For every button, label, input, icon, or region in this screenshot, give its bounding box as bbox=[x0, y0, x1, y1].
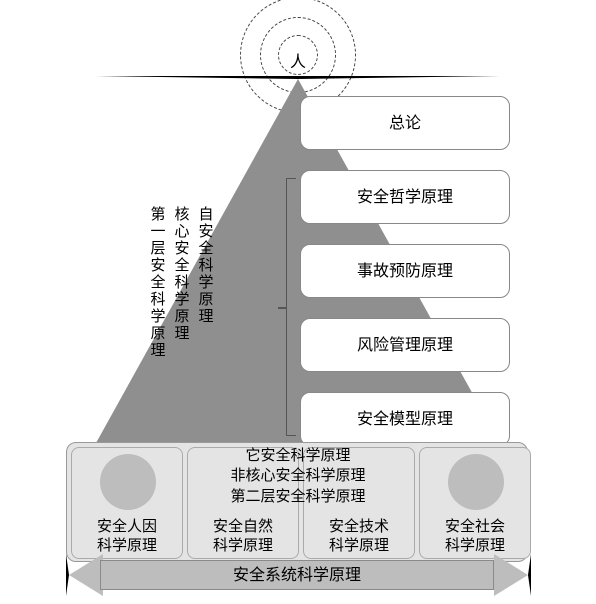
box-general: 总论 bbox=[300, 96, 510, 150]
bottom-panel: 安全人因 科学原理 安全自然 科学原理 安全技术 科学原理 安全社会 科学原理 bbox=[66, 442, 528, 562]
cell-line1: 安全社会 bbox=[445, 519, 505, 535]
arrow-head-left bbox=[66, 554, 103, 596]
arrow-label: 安全系统科学原理 bbox=[233, 567, 361, 584]
cell-line1: 安全人因 bbox=[97, 519, 157, 535]
arrow-head-right bbox=[494, 554, 531, 596]
pc-line1: 它安全科学原理 bbox=[245, 448, 350, 464]
box-label: 安全模型原理 bbox=[357, 411, 453, 428]
diagram-stage: 人 自安全科学原理 核心安全科学原理 第一层安全科学原理 总论 安全哲学原理 事… bbox=[0, 0, 596, 604]
bracket-tick bbox=[278, 307, 286, 309]
box-accident: 事故预防原理 bbox=[300, 244, 510, 298]
box-philosophy: 安全哲学原理 bbox=[300, 170, 510, 224]
box-model: 安全模型原理 bbox=[300, 392, 510, 446]
panel-center-text: 它安全科学原理 非核心安全科学原理 第二层安全科学原理 bbox=[67, 446, 529, 507]
box-label: 风险管理原理 bbox=[357, 337, 453, 354]
pc-line2: 非核心安全科学原理 bbox=[230, 468, 365, 484]
center-character: 人 bbox=[290, 48, 306, 72]
cell-line2: 科学原理 bbox=[329, 538, 389, 554]
cell-label: 安全自然 科学原理 bbox=[188, 518, 298, 556]
cell-label: 安全技术 科学原理 bbox=[304, 518, 414, 556]
cell-label: 安全社会 科学原理 bbox=[420, 518, 530, 556]
arrow-body: 安全系统科学原理 bbox=[100, 560, 494, 590]
bracket bbox=[286, 178, 296, 436]
pc-line3: 第二层安全科学原理 bbox=[230, 489, 365, 505]
vertical-label-layer1: 第一层安全科学原理 bbox=[148, 206, 165, 359]
cell-label: 安全人因 科学原理 bbox=[72, 518, 182, 556]
cell-line2: 科学原理 bbox=[213, 538, 273, 554]
cell-line2: 科学原理 bbox=[445, 538, 505, 554]
cell-line2: 科学原理 bbox=[97, 538, 157, 554]
box-label: 总论 bbox=[389, 115, 421, 132]
box-label: 事故预防原理 bbox=[357, 263, 453, 280]
box-risk: 风险管理原理 bbox=[300, 318, 510, 372]
cell-line1: 安全自然 bbox=[213, 519, 273, 535]
cell-line1: 安全技术 bbox=[329, 519, 389, 535]
vertical-label-core: 核心安全科学原理 bbox=[172, 206, 189, 342]
box-label: 安全哲学原理 bbox=[357, 189, 453, 206]
vertical-label-self: 自安全科学原理 bbox=[196, 206, 213, 325]
